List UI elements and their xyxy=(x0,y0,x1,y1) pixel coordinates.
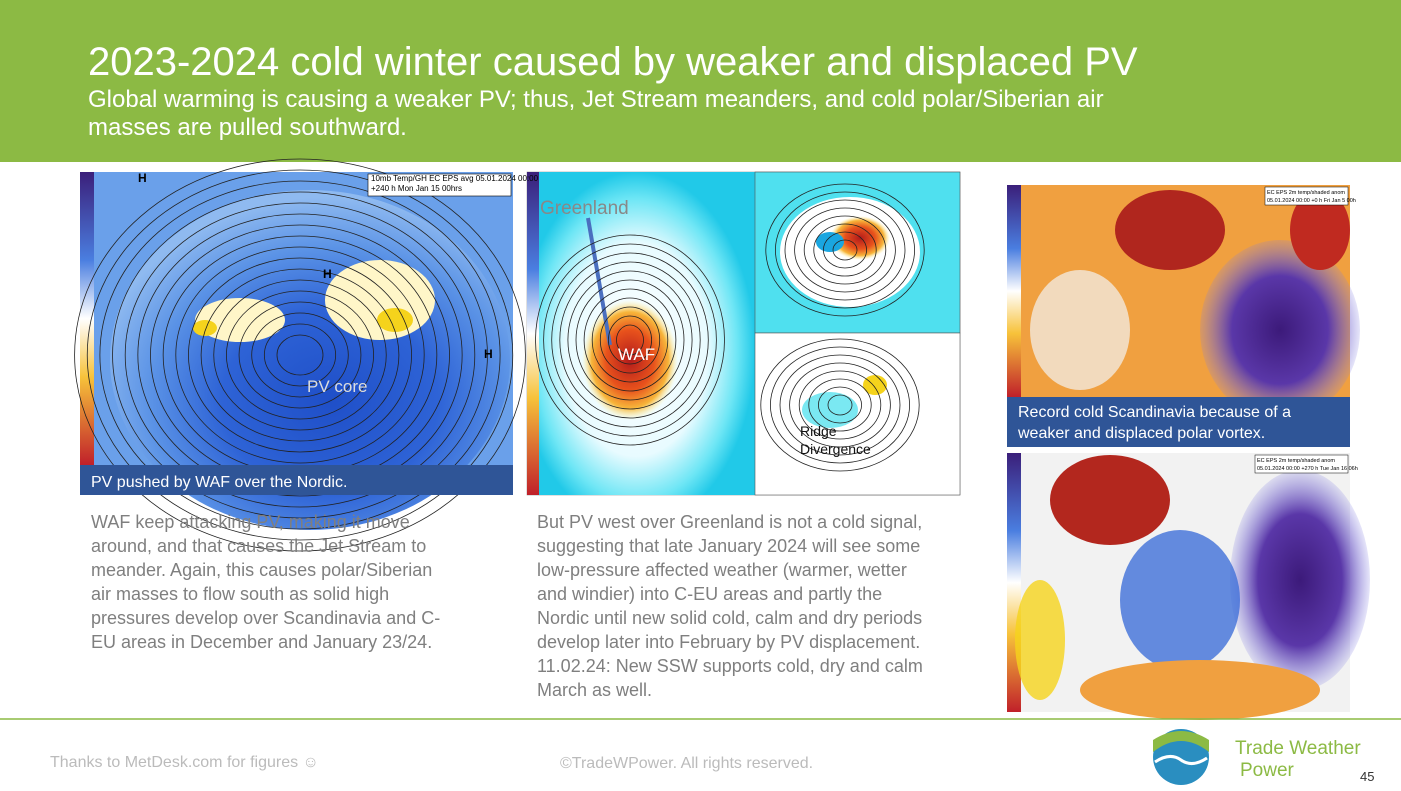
title: 2023-2024 cold winter caused by weaker a… xyxy=(88,40,1138,84)
body-text: meander. Again, this causes polar/Siberi… xyxy=(91,560,432,580)
contour xyxy=(551,252,709,428)
contour xyxy=(175,246,425,464)
logo-text: Power xyxy=(1240,760,1295,781)
contour xyxy=(616,324,644,356)
body-text: air masses to flow south as solid high xyxy=(91,584,389,604)
figure-1 xyxy=(74,158,526,552)
subtitle: Global warming is causing a weaker PV; t… xyxy=(88,86,1104,113)
contour xyxy=(188,257,412,453)
body-text: Nordic until new solid cold, calm and dr… xyxy=(537,608,922,628)
contour xyxy=(608,315,653,365)
contour xyxy=(583,288,677,392)
contour xyxy=(818,386,863,424)
map-label: Divergence xyxy=(800,441,871,457)
contour xyxy=(760,338,920,472)
body-text: March as well. xyxy=(537,680,652,700)
map-label: H xyxy=(323,267,332,281)
contour xyxy=(74,158,526,552)
contour xyxy=(599,306,661,374)
contour xyxy=(770,346,911,464)
caption: PV pushed by WAF over the Nordic. xyxy=(91,474,347,491)
map-header: +240 h Mon Jan 15 00hrs xyxy=(371,184,462,193)
contour xyxy=(789,362,891,448)
contour xyxy=(251,312,349,398)
credit: Thanks to MetDesk.com for figures ☺ xyxy=(50,754,319,771)
page-number: 45 xyxy=(1360,769,1374,784)
contour xyxy=(567,270,693,410)
subtitle: masses are pulled southward. xyxy=(88,114,407,141)
figure-4 xyxy=(1007,453,1370,720)
contour xyxy=(225,290,374,420)
logo xyxy=(1153,729,1209,785)
contour xyxy=(808,378,872,432)
contour xyxy=(559,261,701,419)
contour xyxy=(775,191,916,309)
contour xyxy=(276,334,324,376)
map-label: PV core xyxy=(307,377,367,396)
contour xyxy=(765,183,925,317)
contour xyxy=(535,234,725,446)
map-header: 05.01.2024 00:00 +0 h Fri Jan 5 00h xyxy=(1267,198,1356,204)
contour xyxy=(823,231,868,269)
caption: Record cold Scandinavia because of a xyxy=(1018,404,1291,421)
contour xyxy=(575,279,685,401)
contour xyxy=(813,223,877,277)
contour xyxy=(798,370,882,440)
contour xyxy=(137,213,463,497)
body-text: 11.02.24: New SSW supports cold, dry and… xyxy=(537,656,923,676)
map-header: 10mb Temp/GH EC EPS avg 05.01.2024 00:00 xyxy=(371,174,539,183)
copyright: ©TradeWPower. All rights reserved. xyxy=(560,755,813,772)
figure-2 xyxy=(526,171,961,496)
body-text: suggesting that late January 2024 will s… xyxy=(537,536,920,556)
contour xyxy=(124,202,476,508)
contour xyxy=(827,394,853,416)
body-text: around, and that causes the Jet Stream t… xyxy=(91,536,426,556)
map-header: EC EPS 2m temp/shaded anom xyxy=(1267,190,1345,196)
contour xyxy=(112,191,488,519)
contour xyxy=(213,279,387,431)
body-text: low-pressure affected weather (warmer, w… xyxy=(537,560,907,580)
contour xyxy=(543,243,717,437)
map-header: 05.01.2024 00:00 +270 h Tue Jan 16 06h xyxy=(1257,466,1358,472)
contour xyxy=(803,215,887,285)
contour xyxy=(86,169,514,541)
map-label: H xyxy=(138,171,147,185)
map-label: Greenland xyxy=(540,198,629,219)
map-label: Ridge xyxy=(800,423,837,439)
caption: weaker and displaced polar vortex. xyxy=(1017,425,1265,442)
body-text: develop later into February by PV displa… xyxy=(537,632,920,652)
map-label: WAF xyxy=(618,345,655,364)
contour xyxy=(832,239,858,261)
logo-text: Trade Weather xyxy=(1235,738,1361,759)
body-text: But PV west over Greenland is not a cold… xyxy=(537,512,922,532)
map-header: EC EPS 2m temp/shaded anom xyxy=(1257,458,1335,464)
header-band xyxy=(0,0,1401,162)
body-text: WAF keep attacking PV, making it move xyxy=(91,512,410,532)
contour xyxy=(779,354,901,456)
contour xyxy=(200,268,400,442)
contour xyxy=(263,323,337,387)
body-text: pressures develop over Scandinavia and C… xyxy=(91,608,440,628)
contour xyxy=(238,301,362,409)
contour xyxy=(591,297,669,383)
contour xyxy=(784,199,906,301)
contour xyxy=(99,180,501,530)
map-label: H xyxy=(484,347,493,361)
body-text: EU areas in December and January 23/24. xyxy=(91,632,432,652)
figure-3 xyxy=(1007,185,1360,447)
contour xyxy=(794,207,896,293)
body-text: and windier) into C-EU areas and partly … xyxy=(537,584,882,604)
